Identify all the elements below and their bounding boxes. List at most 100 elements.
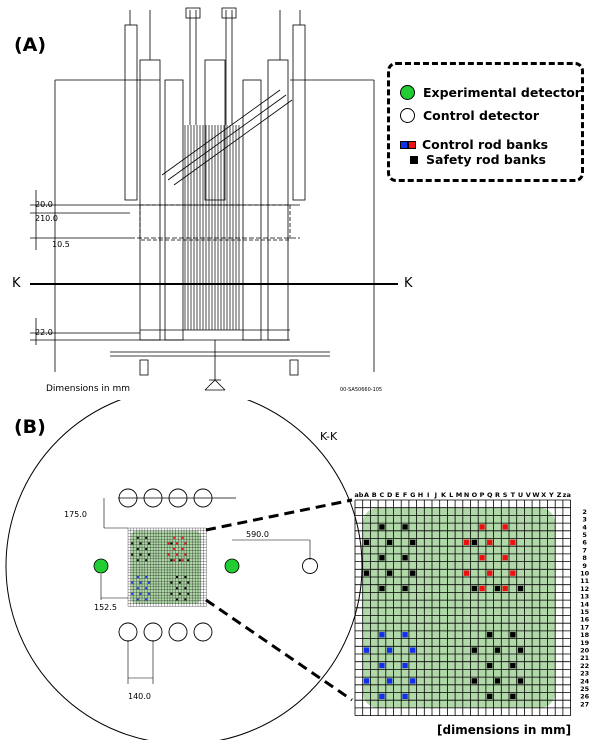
grid-row-label: 16 xyxy=(580,616,590,624)
safety-rod xyxy=(510,632,516,638)
safety-rod xyxy=(136,559,139,562)
control-rod-red xyxy=(176,553,178,556)
safety-rod xyxy=(131,542,134,545)
control-rod-red xyxy=(487,539,493,546)
grid-row-label: 6 xyxy=(582,539,587,547)
grid-column-label: C xyxy=(380,491,385,499)
control-rod-blue xyxy=(145,587,148,590)
grid-column-label: D xyxy=(387,491,393,499)
safety-rod xyxy=(402,524,408,530)
control-rod-blue xyxy=(139,581,142,584)
dim-10-5: 10.5 xyxy=(52,240,70,249)
grid-column-label: W xyxy=(532,491,539,499)
grid-row-label: 11 xyxy=(580,577,590,585)
control-rod-red xyxy=(487,570,493,576)
grid-row-label: 25 xyxy=(580,685,590,693)
safety-rod xyxy=(494,585,501,592)
section-title: K-K xyxy=(320,430,338,443)
safety-rod xyxy=(386,539,393,546)
dim-140: 140.0 xyxy=(128,692,151,701)
grid-column-label: M xyxy=(456,491,462,499)
grid-column-label: O xyxy=(472,491,478,499)
control-rod-blue-icon xyxy=(400,140,408,149)
grid-row-label: 19 xyxy=(580,639,590,647)
dim-175: 175.0 xyxy=(64,510,87,519)
grid-column-label: F xyxy=(403,491,407,499)
legend-box: Experimental detector Control detector C… xyxy=(387,62,584,182)
grid-column-label: Q xyxy=(487,491,493,499)
dim-590: 590.0 xyxy=(246,530,269,539)
section-marker-left: K xyxy=(12,276,21,291)
safety-rod xyxy=(471,678,478,684)
safety-rod xyxy=(176,576,178,578)
safety-rod xyxy=(170,559,173,562)
control-rod-blue xyxy=(379,693,385,700)
control-rod-red xyxy=(173,536,176,539)
grid-row-label: 22 xyxy=(580,662,589,670)
grid-row-label: 26 xyxy=(580,693,590,701)
control-rod-blue xyxy=(145,598,148,601)
grid-column-label: H xyxy=(418,491,423,499)
grid-column-label: U xyxy=(518,491,523,499)
panel-a-label: (A) xyxy=(14,34,47,56)
grid-row-label: 8 xyxy=(582,554,587,562)
dim-20: 20.0 xyxy=(35,200,53,209)
panel-b-label: (B) xyxy=(14,416,46,438)
control-rod-red xyxy=(184,542,187,545)
control-rod-red xyxy=(502,585,508,592)
legend-safety-rods-label: Safety rod banks xyxy=(426,152,546,167)
grid-column-label: N xyxy=(464,491,469,499)
safety-rod xyxy=(145,559,148,562)
dim-210: 210.0 xyxy=(35,214,58,223)
grid-row-label: 14 xyxy=(580,600,590,608)
control-rod-red xyxy=(173,559,176,562)
safety-rod xyxy=(136,536,139,539)
control-rod-red xyxy=(173,548,176,550)
grid-row-label: 9 xyxy=(582,562,587,570)
grid-column-label: X xyxy=(541,491,546,499)
safety-rod xyxy=(187,592,190,595)
grid-row-label: 17 xyxy=(580,623,589,631)
grid-row-label: 12 xyxy=(580,585,589,593)
safety-rod xyxy=(184,576,187,578)
drawing-number: 00-SA50660-105 xyxy=(340,387,383,393)
grid-row-label: 13 xyxy=(580,593,589,601)
control-rod-blue xyxy=(136,598,139,601)
grid-column-label: L xyxy=(449,491,453,499)
grid-row-label: 21 xyxy=(580,654,590,662)
control-rod-red xyxy=(167,553,170,556)
grid-row-label: 5 xyxy=(582,531,587,539)
grid-column-label: ab xyxy=(354,491,363,499)
grid-column-label: K xyxy=(441,491,447,499)
safety-rod xyxy=(131,553,134,556)
legend-experimental: Experimental detector xyxy=(400,85,581,100)
control-rod-blue xyxy=(386,647,393,653)
safety-rod xyxy=(187,559,190,562)
safety-rod xyxy=(487,662,493,669)
experimental-detector-left xyxy=(93,558,109,574)
safety-rod xyxy=(517,585,524,592)
safety-rod xyxy=(379,555,385,561)
safety-rod xyxy=(487,693,493,700)
control-rod-blue xyxy=(145,576,148,578)
grid-row-label: 2 xyxy=(582,508,587,516)
experimental-detector-icon xyxy=(400,85,415,100)
control-rod-blue xyxy=(410,678,416,684)
experimental-detector-right xyxy=(224,558,240,574)
grid-row-label: 18 xyxy=(580,631,590,639)
control-rod-red xyxy=(510,570,516,576)
grid-row-label: 24 xyxy=(580,677,590,685)
dim-22: 22.0 xyxy=(35,328,53,337)
control-rod-blue xyxy=(136,576,139,578)
legend-control-detector-label: Control detector xyxy=(423,108,540,123)
legend-control-detector: Control detector xyxy=(400,108,539,123)
grid-row-label: 4 xyxy=(582,523,587,531)
dim-152-5: 152.5 xyxy=(94,603,117,612)
control-detector-icon xyxy=(400,108,415,123)
grid-row-label: 20 xyxy=(580,646,590,654)
safety-rod xyxy=(402,585,408,592)
safety-rod xyxy=(145,536,148,539)
control-rod-blue xyxy=(410,647,416,653)
control-rod-red xyxy=(463,570,470,576)
control-rod-red xyxy=(502,524,508,530)
